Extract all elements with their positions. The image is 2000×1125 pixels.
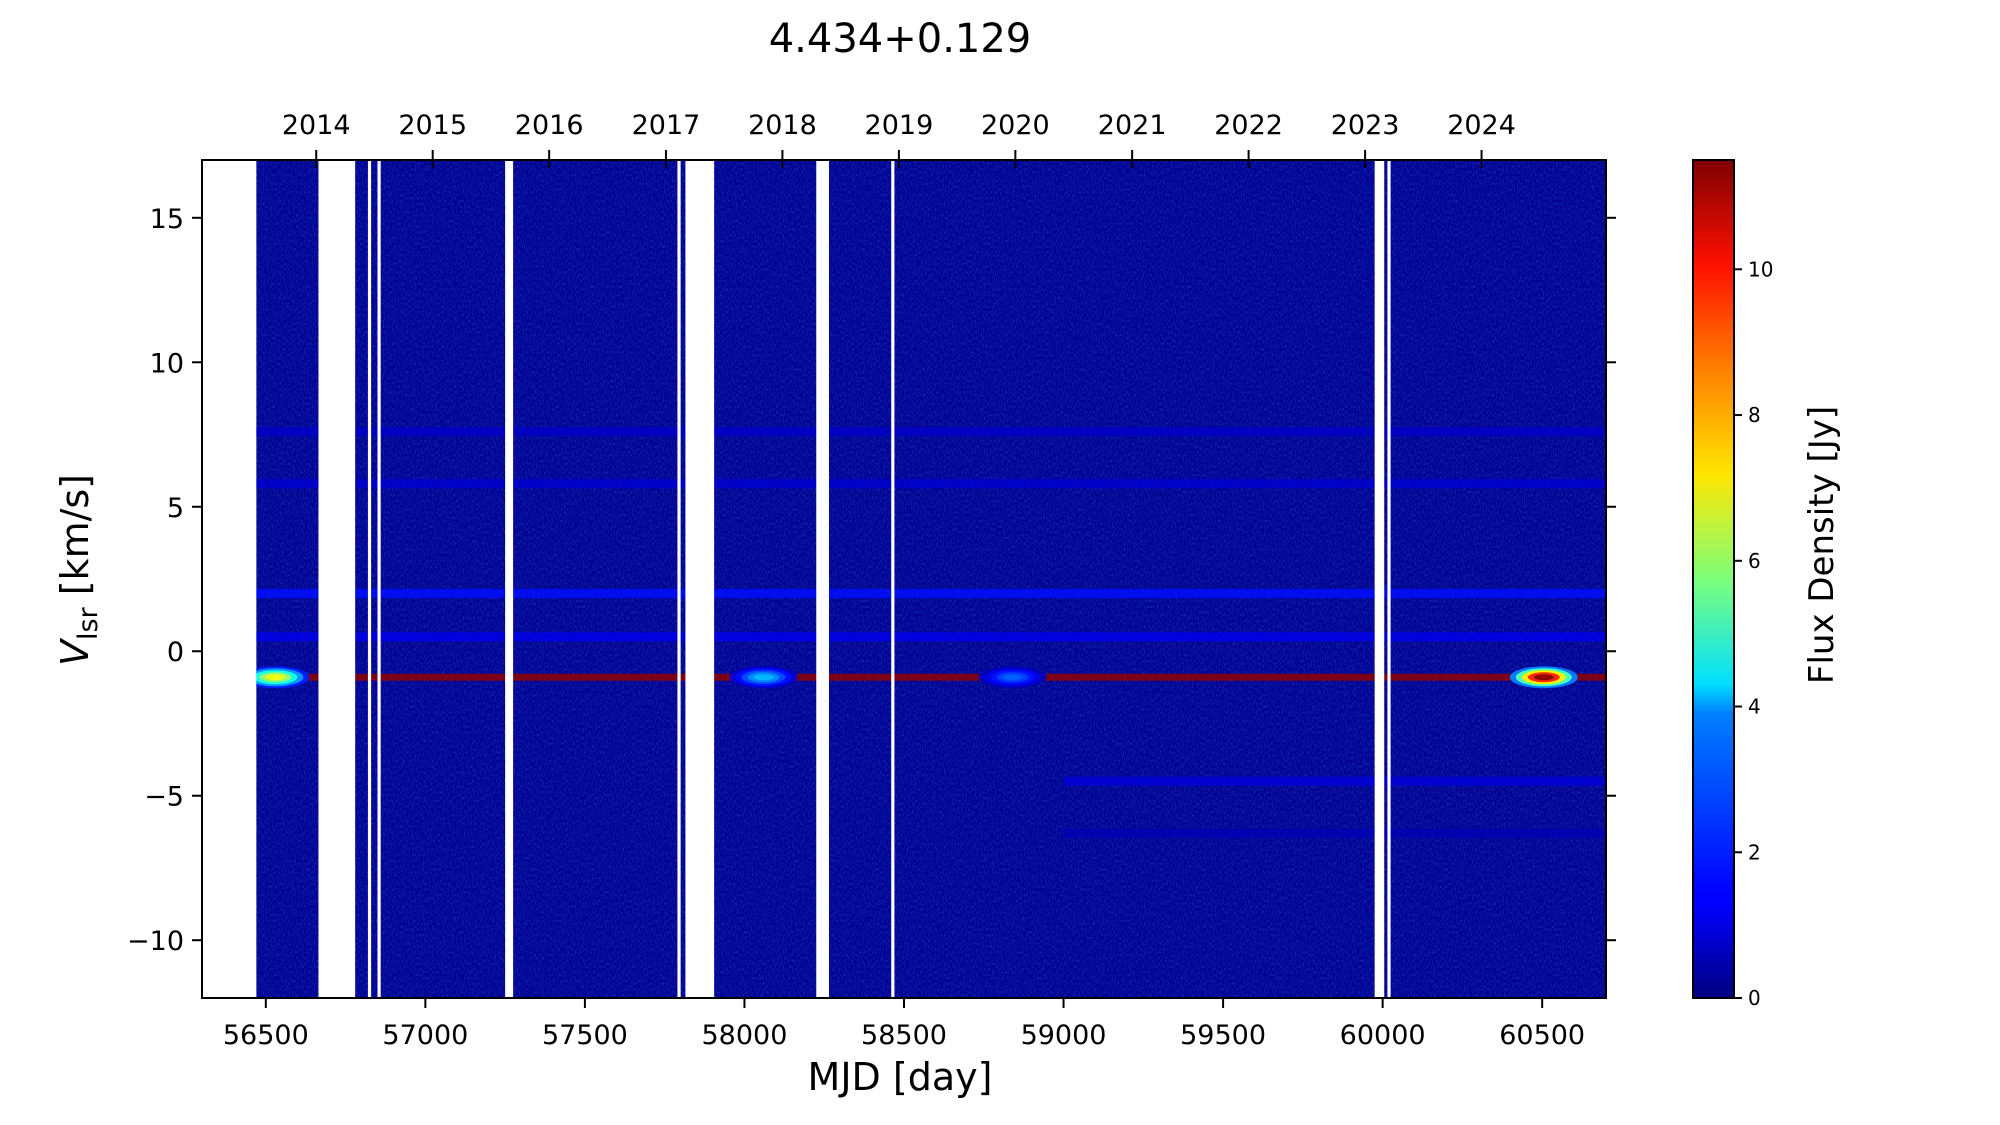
data-gap: [685, 160, 715, 998]
x-tick-label: 59500: [1180, 1020, 1266, 1051]
year-tick-label: 2024: [1447, 110, 1516, 141]
heatmap-noise: [256, 160, 1606, 998]
x-tick-label: 56500: [223, 1020, 309, 1051]
x-tick-label: 58000: [702, 1020, 788, 1051]
data-gap: [202, 160, 257, 998]
x-tick-label: 60000: [1340, 1020, 1426, 1051]
year-tick-label: 2022: [1214, 110, 1283, 141]
year-tick-label: 2019: [865, 110, 934, 141]
year-tick-label: 2014: [282, 110, 351, 141]
chart-title: 4.434+0.129: [769, 16, 1032, 62]
flare-spot: [753, 674, 774, 681]
emission-band: [256, 588, 1606, 598]
y-axis-label-main: V: [53, 637, 97, 666]
x-tick-label: 57500: [542, 1020, 628, 1051]
y-axis-left: −10 −5 0 5 10 15: [127, 204, 1616, 957]
colorbar-gradient: [1692, 159, 1735, 999]
x-tick-label: 57000: [382, 1020, 468, 1051]
data-gap: [816, 160, 830, 998]
flare-spot: [265, 674, 286, 681]
y-tick-label: 10: [150, 348, 184, 379]
year-tick-label: 2021: [1098, 110, 1167, 141]
emission-band: [256, 479, 1606, 489]
data-gap: [1387, 160, 1391, 998]
flare-spot: [1533, 674, 1554, 681]
flare-spot: [1002, 674, 1023, 681]
data-gap: [377, 160, 381, 998]
emission-band: [256, 427, 1606, 437]
x-tick-label: 60500: [1499, 1020, 1585, 1051]
emission-band: [256, 632, 1606, 642]
data-gap: [1374, 160, 1385, 998]
y-axis-label: Vlsr [km/s]: [53, 474, 104, 666]
x-axis-bottom: 56500 57000 57500 58000 58500 59000 59500 60000…: [223, 998, 1585, 1051]
x-tick-label: 58500: [861, 1020, 947, 1051]
year-tick-label: 2018: [748, 110, 817, 141]
colorbar-tick-label: 0: [1748, 986, 1761, 1010]
x-tick-label: 59000: [1021, 1020, 1107, 1051]
data-gap: [505, 160, 514, 998]
emission-band: [1063, 776, 1606, 786]
y-axis-label-unit: [km/s]: [53, 474, 97, 607]
colorbar-tick-label: 2: [1748, 840, 1761, 864]
colorbar-label: Flux Density [Jy]: [1802, 406, 1842, 684]
x-axis-label: MJD [day]: [808, 1055, 993, 1099]
heatmap-area: [202, 160, 1606, 998]
emission-band: [256, 673, 1606, 681]
year-tick-label: 2023: [1331, 110, 1400, 141]
colorbar-tick-label: 6: [1748, 549, 1761, 573]
y-axis-label-sub: lsr: [73, 606, 104, 640]
emission-band: [1063, 828, 1606, 838]
data-gap: [318, 160, 356, 998]
year-tick-label: 2017: [632, 110, 701, 141]
x-axis-top-years: 2014 2015 2016 2017 2018 2019 2020 2021 2022 2023…: [282, 110, 1516, 168]
year-tick-label: 2020: [981, 110, 1050, 141]
year-tick-label: 2016: [515, 110, 584, 141]
data-gap: [367, 160, 372, 998]
colorbar: 0 2 4 6 8 10: [1692, 159, 1773, 1010]
y-tick-label: 0: [167, 637, 184, 668]
colorbar-tick-label: 4: [1748, 695, 1761, 719]
year-tick-label: 2015: [398, 110, 467, 141]
y-tick-label: −10: [127, 926, 184, 957]
y-tick-label: −5: [144, 782, 184, 813]
colorbar-tick-label: 10: [1748, 257, 1773, 281]
colorbar-tick-label: 8: [1748, 403, 1761, 427]
data-gap: [677, 160, 681, 998]
data-gap: [891, 160, 895, 998]
y-tick-label: 5: [167, 493, 184, 524]
y-tick-label: 15: [150, 204, 184, 235]
